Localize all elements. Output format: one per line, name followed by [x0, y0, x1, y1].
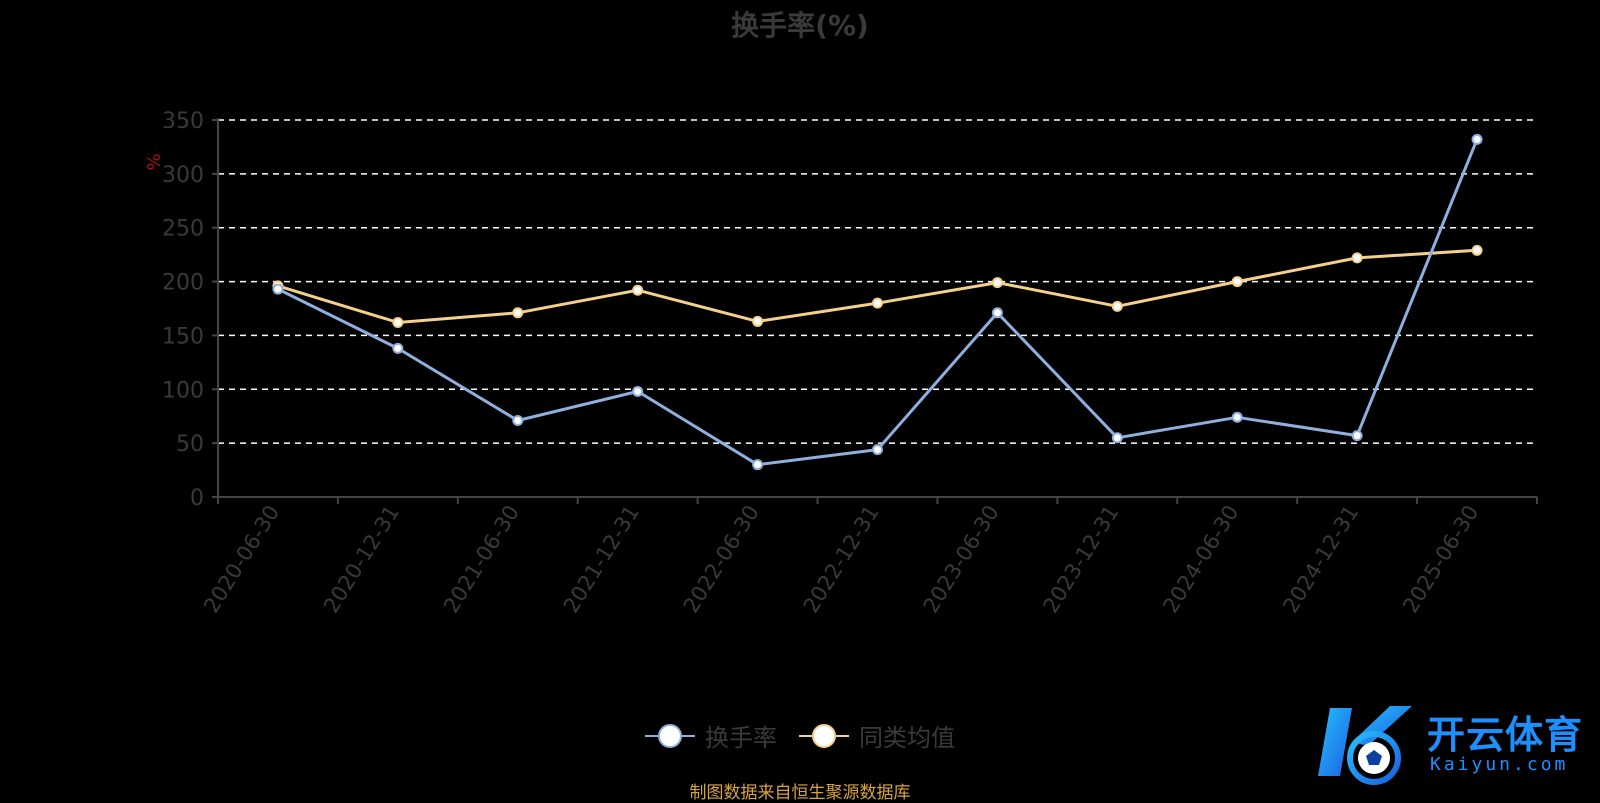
k-ball-logo-icon — [1318, 706, 1412, 785]
data-point-1-2023-12-31 — [1111, 300, 1123, 312]
data-point-0-2022-12-31 — [872, 444, 883, 456]
data-point-1-2025-06-30 — [1471, 244, 1483, 256]
grid-lines — [218, 119, 1537, 444]
data-point-0-2024-12-31 — [1351, 430, 1363, 442]
data-point-1-2021-12-31 — [632, 284, 644, 296]
data-point-1-2021-06-30 — [512, 307, 524, 319]
data-point-1-2022-06-30 — [752, 315, 764, 327]
y-tick-label-200: 200 — [162, 271, 204, 296]
data-point-0-2025-06-30 — [1471, 133, 1483, 145]
y-axis-label: % — [144, 153, 165, 170]
data-point-1-2022-12-31 — [872, 297, 883, 309]
y-tick-label-350: 350 — [162, 109, 204, 134]
data-point-0-2022-06-30 — [752, 459, 764, 471]
x-tick-label-2023-12-31: 2023-12-31 — [1039, 501, 1124, 617]
tick-labels: 0 50 100 150 200 250 300 350 2020-06-30 2020-12-3… — [162, 109, 1483, 617]
y-tick-label-50: 50 — [176, 432, 204, 457]
y-tick-label-100: 100 — [162, 378, 204, 403]
x-tick-label-2020-12-31: 2020-12-31 — [319, 501, 404, 617]
y-tick-label-250: 250 — [162, 217, 204, 242]
x-tick-label-2024-06-30: 2024-06-30 — [1158, 501, 1243, 617]
watermark-text: 开云体育 — [1427, 713, 1584, 757]
axes — [212, 118, 1538, 504]
data-point-0-2023-06-30 — [991, 307, 1003, 319]
x-tick-label-2022-12-31: 2022-12-31 — [799, 501, 884, 617]
legend-item-peer-average[interactable]: 同类均值 — [799, 718, 955, 753]
y-tick-label-0: 0 — [190, 486, 204, 511]
source-note: 制图数据来自恒生聚源数据库 — [689, 783, 911, 803]
data-point-1-2023-06-30 — [991, 277, 1003, 289]
data-point-1-2024-06-30 — [1231, 276, 1243, 288]
x-tick-label-2021-12-31: 2021-12-31 — [559, 501, 644, 617]
x-tick-label-2024-12-31: 2024-12-31 — [1278, 501, 1363, 617]
series — [272, 133, 1483, 471]
data-point-0-2024-06-30 — [1231, 411, 1243, 423]
x-tick-label-2020-06-30: 2020-06-30 — [199, 501, 284, 617]
data-point-0-2021-12-31 — [632, 385, 644, 397]
legend-label-peer-average: 同类均值 — [859, 724, 955, 752]
y-tick-label-300: 300 — [162, 163, 204, 188]
chart-title: 换手率(%) — [731, 9, 869, 42]
x-tick-label-2023-06-30: 2023-06-30 — [919, 501, 1004, 617]
legend: 换手率 同类均值 — [0, 718, 1600, 753]
data-point-1-2020-12-31 — [392, 317, 404, 329]
watermark-logo: 开云体育 Kaiyun.com — [1312, 698, 1592, 788]
legend-marker-turnover — [645, 723, 695, 748]
x-tick-label-2025-06-30: 2025-06-30 — [1398, 501, 1483, 617]
x-tick-label-2022-06-30: 2022-06-30 — [679, 501, 764, 617]
data-point-0-2023-12-31 — [1111, 432, 1123, 444]
watermark-subtext: Kaiyun.com — [1430, 754, 1569, 775]
legend-item-turnover[interactable]: 换手率 — [645, 718, 777, 753]
data-point-0-2020-12-31 — [392, 342, 404, 354]
legend-marker-peer-average — [799, 723, 849, 748]
data-point-0-2021-06-30 — [512, 415, 524, 427]
legend-label-turnover: 换手率 — [705, 724, 777, 752]
y-tick-label-150: 150 — [162, 324, 204, 349]
x-tick-label-2021-06-30: 2021-06-30 — [439, 501, 524, 617]
data-point-0-2020-06-30 — [272, 283, 284, 295]
data-point-1-2024-12-31 — [1351, 252, 1363, 264]
series-line-1 — [277, 248, 1478, 324]
